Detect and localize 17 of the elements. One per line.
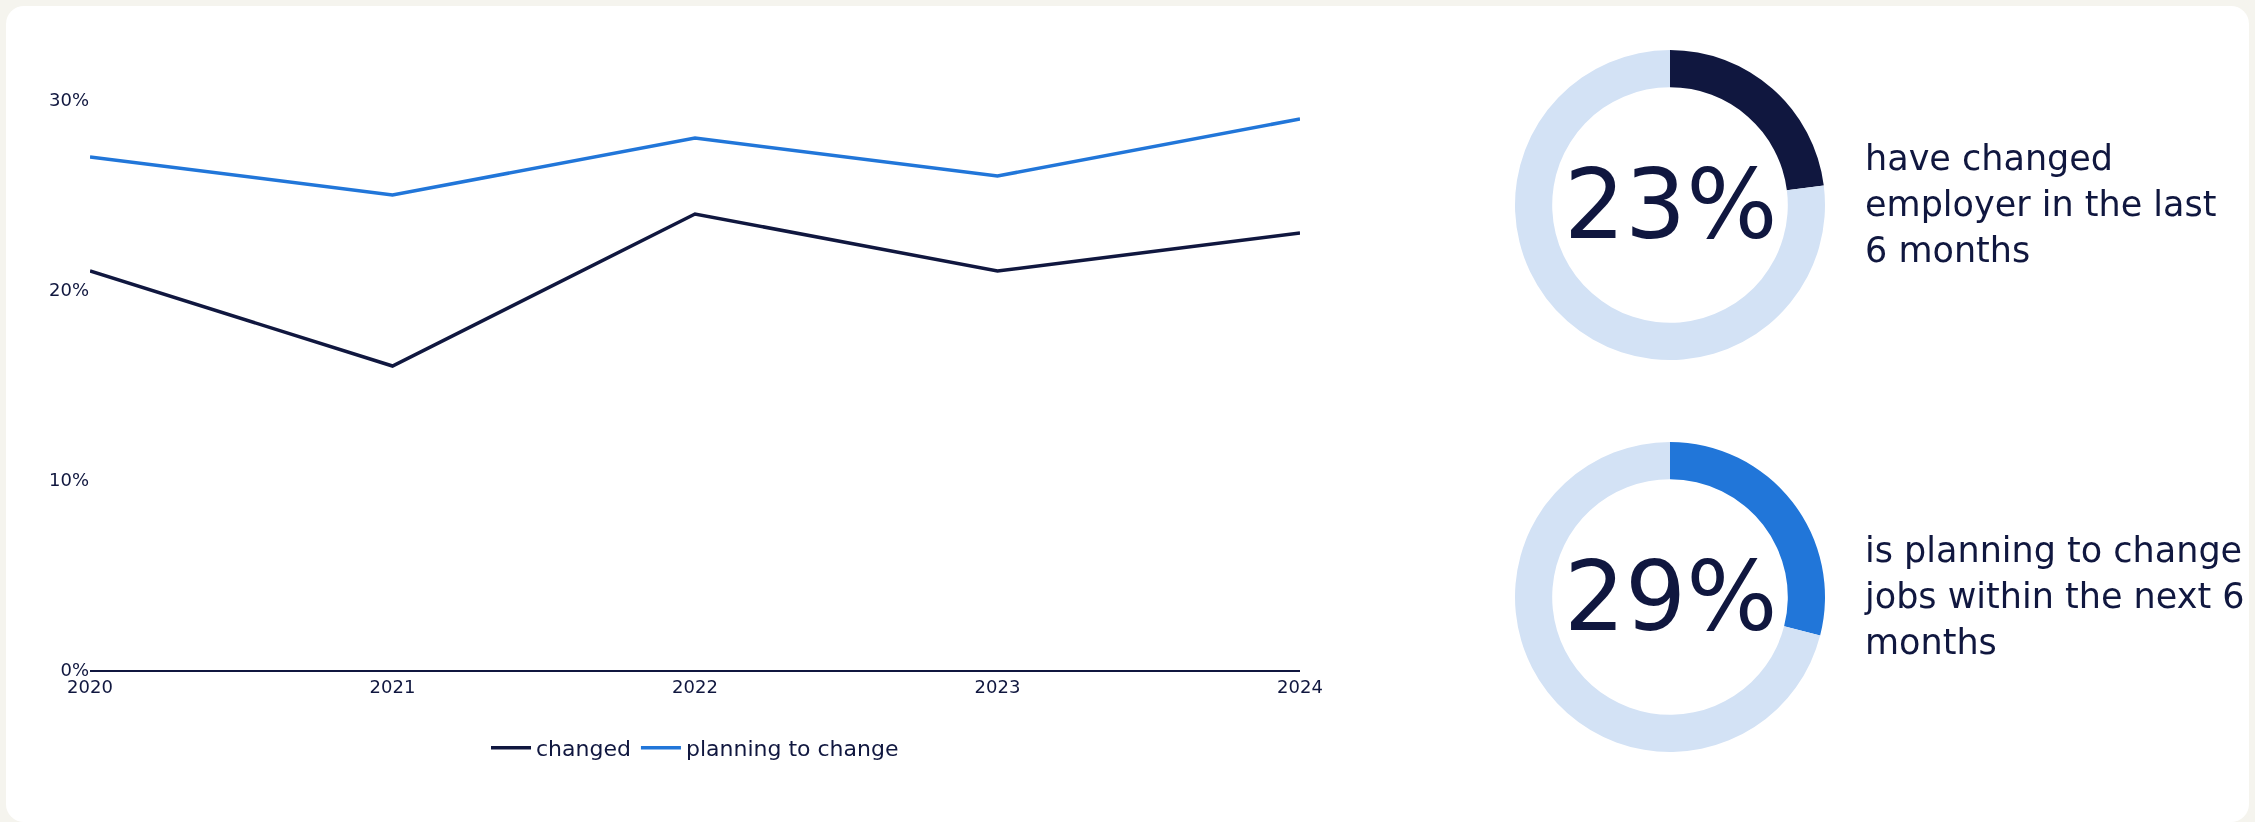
legend-label: planning to change: [685, 736, 899, 762]
x-tick-label: 2022: [672, 676, 718, 698]
y-tick-label: 20%: [48, 279, 89, 301]
y-tick-label: 30%: [48, 89, 89, 111]
line-series: [90, 212, 1300, 368]
data-label: 29%: [1564, 541, 1778, 653]
x-tick-label: 2024: [1277, 676, 1323, 698]
line-series: [90, 117, 1300, 197]
text: have changed employer in the last 6 months: [1865, 137, 2218, 272]
donut-slice: [1515, 442, 1821, 752]
legend-label: changed: [536, 736, 631, 762]
x-tick-label: 2021: [369, 676, 416, 698]
data-label: 23%: [1564, 149, 1778, 261]
x-tick-label: 2023: [974, 676, 1021, 698]
text: is planning to change jobs within the next 6 months: [1865, 529, 2245, 664]
y-tick-label: 10%: [48, 469, 89, 491]
donut-slice: [1515, 50, 1825, 360]
